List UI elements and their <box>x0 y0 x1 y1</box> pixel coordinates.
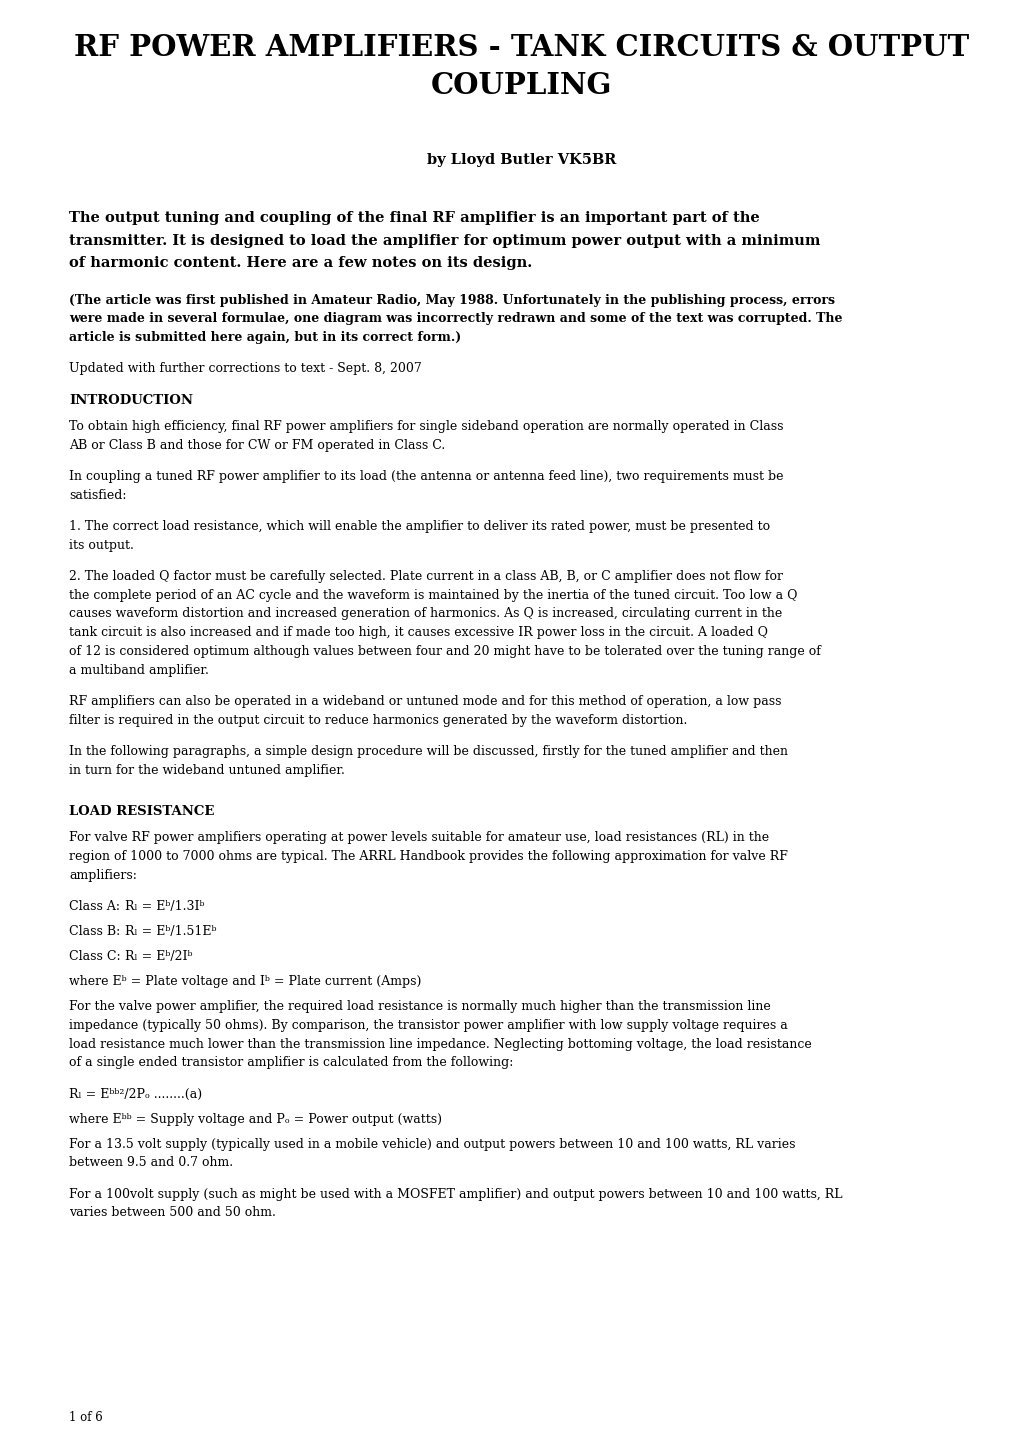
Text: 1 of 6: 1 of 6 <box>69 1411 103 1424</box>
Text: In coupling a tuned RF power amplifier to its load (the antenna or antenna feed : In coupling a tuned RF power amplifier t… <box>69 470 783 483</box>
Text: impedance (typically 50 ohms). By comparison, the transistor power amplifier wit: impedance (typically 50 ohms). By compar… <box>69 1019 788 1032</box>
Text: of 12 is considered optimum although values between four and 20 might have to be: of 12 is considered optimum although val… <box>69 645 820 658</box>
Text: its output.: its output. <box>69 538 135 551</box>
Text: For the valve power amplifier, the required load resistance is normally much hig: For the valve power amplifier, the requi… <box>69 1000 770 1013</box>
Text: Rₗ = Eᵇ/2Iᵇ: Rₗ = Eᵇ/2Iᵇ <box>125 949 193 962</box>
Text: of a single ended transistor amplifier is calculated from the following:: of a single ended transistor amplifier i… <box>69 1056 514 1069</box>
Text: where Eᵇ = Plate voltage and Iᵇ = Plate current (Amps): where Eᵇ = Plate voltage and Iᵇ = Plate … <box>69 975 421 988</box>
Text: LOAD RESISTANCE: LOAD RESISTANCE <box>69 805 215 818</box>
Text: Class C:: Class C: <box>69 949 121 962</box>
Text: RF POWER AMPLIFIERS - TANK CIRCUITS & OUTPUT: RF POWER AMPLIFIERS - TANK CIRCUITS & OU… <box>74 33 968 62</box>
Text: article is submitted here again, but in its correct form.): article is submitted here again, but in … <box>69 330 462 343</box>
Text: INTRODUCTION: INTRODUCTION <box>69 394 194 407</box>
Text: For a 100volt supply (such as might be used with a MOSFET amplifier) and output : For a 100volt supply (such as might be u… <box>69 1188 842 1201</box>
Text: Rₗ = Eᵇᵇ²/2Pₒ ........(a): Rₗ = Eᵇᵇ²/2Pₒ ........(a) <box>69 1088 203 1101</box>
Text: The output tuning and coupling of the final RF amplifier is an important part of: The output tuning and coupling of the fi… <box>69 211 759 225</box>
Text: For a 13.5 volt supply (typically used in a mobile vehicle) and output powers be: For a 13.5 volt supply (typically used i… <box>69 1137 795 1150</box>
Text: where Eᵇᵇ = Supply voltage and Pₒ = Power output (watts): where Eᵇᵇ = Supply voltage and Pₒ = Powe… <box>69 1113 442 1126</box>
Text: Rₗ = Eᵇ/1.3Iᵇ: Rₗ = Eᵇ/1.3Iᵇ <box>125 900 205 913</box>
Text: COUPLING: COUPLING <box>431 71 611 100</box>
Text: 2. The loaded Q factor must be carefully selected. Plate current in a class AB, : 2. The loaded Q factor must be carefully… <box>69 570 783 583</box>
Text: To obtain high efficiency, final RF power amplifiers for single sideband operati: To obtain high efficiency, final RF powe… <box>69 420 783 433</box>
Text: AB or Class B and those for CW or FM operated in Class C.: AB or Class B and those for CW or FM ope… <box>69 439 445 452</box>
Text: In the following paragraphs, a simple design procedure will be discussed, firstl: In the following paragraphs, a simple de… <box>69 745 788 758</box>
Text: by Lloyd Butler VK5BR: by Lloyd Butler VK5BR <box>427 153 615 167</box>
Text: transmitter. It is designed to load the amplifier for optimum power output with : transmitter. It is designed to load the … <box>69 234 820 248</box>
Text: 1. The correct load resistance, which will enable the amplifier to deliver its r: 1. The correct load resistance, which wi… <box>69 519 769 532</box>
Text: in turn for the wideband untuned amplifier.: in turn for the wideband untuned amplifi… <box>69 763 344 776</box>
Text: Class A:: Class A: <box>69 900 120 913</box>
Text: the complete period of an AC cycle and the waveform is maintained by the inertia: the complete period of an AC cycle and t… <box>69 589 797 602</box>
Text: amplifiers:: amplifiers: <box>69 869 138 882</box>
Text: RF amplifiers can also be operated in a wideband or untuned mode and for this me: RF amplifiers can also be operated in a … <box>69 696 782 709</box>
Text: causes waveform distortion and increased generation of harmonics. As Q is increa: causes waveform distortion and increased… <box>69 608 782 620</box>
Text: were made in several formulae, one diagram was incorrectly redrawn and some of t: were made in several formulae, one diagr… <box>69 312 842 325</box>
Text: (The article was first published in Amateur Radio, May 1988. Unfortunately in th: (The article was first published in Amat… <box>69 293 835 306</box>
Text: load resistance much lower than the transmission line impedance. Neglecting bott: load resistance much lower than the tran… <box>69 1038 811 1051</box>
Text: For valve RF power amplifiers operating at power levels suitable for amateur use: For valve RF power amplifiers operating … <box>69 831 768 844</box>
Text: of harmonic content. Here are a few notes on its design.: of harmonic content. Here are a few note… <box>69 257 532 270</box>
Text: filter is required in the output circuit to reduce harmonics generated by the wa: filter is required in the output circuit… <box>69 714 687 727</box>
Text: Updated with further corrections to text - Sept. 8, 2007: Updated with further corrections to text… <box>69 362 422 375</box>
Text: region of 1000 to 7000 ohms are typical. The ARRL Handbook provides the followin: region of 1000 to 7000 ohms are typical.… <box>69 850 788 863</box>
Text: between 9.5 and 0.7 ohm.: between 9.5 and 0.7 ohm. <box>69 1156 233 1169</box>
Text: satisfied:: satisfied: <box>69 489 126 502</box>
Text: a multiband amplifier.: a multiband amplifier. <box>69 664 209 677</box>
Text: Rₗ = Eᵇ/1.51Eᵇ: Rₗ = Eᵇ/1.51Eᵇ <box>125 925 217 938</box>
Text: Class B:: Class B: <box>69 925 120 938</box>
Text: varies between 500 and 50 ohm.: varies between 500 and 50 ohm. <box>69 1206 276 1219</box>
Text: tank circuit is also increased and if made too high, it causes excessive IR powe: tank circuit is also increased and if ma… <box>69 626 767 639</box>
